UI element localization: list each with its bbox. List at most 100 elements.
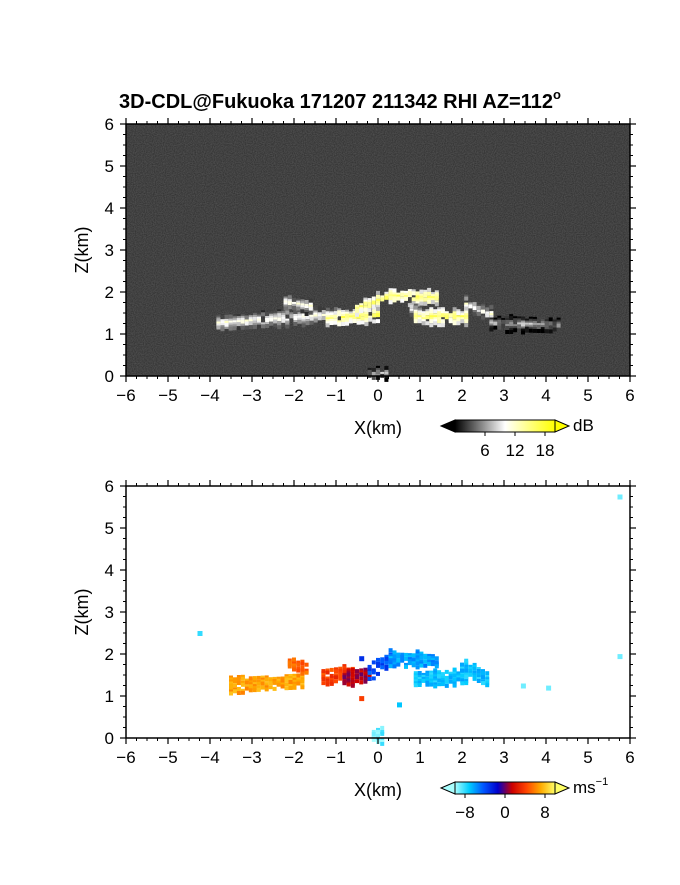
echo-pixel	[277, 317, 282, 322]
echo-pixel	[371, 737, 376, 742]
echo-pixel	[430, 300, 435, 305]
echo-pixel	[448, 679, 453, 684]
echo-pixel	[367, 304, 372, 309]
echo-pixel	[359, 309, 364, 314]
echo-pixel	[325, 670, 330, 675]
echo-pixel	[304, 670, 309, 675]
echo-pixel	[481, 681, 485, 686]
x-axis-label: X(km)	[354, 780, 402, 800]
echo-pixel	[325, 323, 330, 328]
echo-pixel	[281, 322, 286, 327]
echo-pixel	[261, 312, 265, 317]
echo-pixel	[287, 664, 292, 669]
echo-pixel	[224, 322, 229, 327]
echo-pixel	[236, 326, 241, 331]
y-tick-label: 1	[105, 325, 114, 344]
x-tick-label: 4	[541, 748, 550, 767]
echo-pixel	[548, 329, 553, 334]
echo-pixel	[252, 688, 257, 693]
y-tick-label: 6	[105, 115, 114, 134]
echo-pixel	[460, 681, 465, 686]
x-tick-label: 5	[583, 748, 592, 767]
x-tick-label: −1	[326, 748, 345, 767]
echo-pixel	[472, 666, 477, 671]
echo-pixel	[448, 313, 453, 318]
echo-pixel	[528, 328, 533, 333]
echo-pixel	[497, 319, 502, 324]
echo-pixel	[292, 685, 297, 690]
echo-pixel	[367, 670, 372, 675]
echo-pixel	[300, 661, 305, 666]
echo-pixel	[352, 319, 357, 323]
echo-pixel	[333, 320, 338, 325]
echo-pixel	[536, 329, 541, 333]
echo-pixel	[517, 324, 522, 329]
echo-pixel	[345, 321, 349, 326]
echo-pixel	[548, 317, 553, 322]
echo-pixel	[252, 324, 257, 329]
echo-pixel	[444, 683, 449, 688]
echo-pixel	[421, 678, 426, 683]
echo-pixel	[321, 677, 326, 682]
echo-pixel	[300, 679, 305, 684]
echo-pixel	[427, 299, 432, 304]
echo-pixel	[360, 320, 365, 325]
echo-pixel	[437, 319, 442, 324]
echo-pixel	[285, 310, 290, 315]
echo-pixel	[257, 324, 261, 329]
echo-pixel	[505, 320, 510, 324]
echo-pixel	[464, 296, 469, 301]
echo-pixel	[260, 685, 265, 690]
x-tick-label: 0	[373, 386, 382, 405]
echo-pixel	[404, 296, 408, 301]
echo-pixel	[505, 330, 510, 334]
echo-pixel	[481, 305, 485, 310]
echo-pixel	[440, 323, 445, 328]
echo-pixel	[346, 682, 351, 687]
echo-pixel	[260, 681, 265, 686]
echo-pixel	[269, 317, 274, 322]
echo-pixel	[552, 327, 557, 332]
echo-pixel	[313, 322, 318, 327]
echo-pixel	[434, 296, 439, 301]
echo-pixel	[367, 369, 372, 374]
echo-pixel	[337, 322, 342, 327]
x-axis-label: X(km)	[354, 418, 402, 438]
echo-pixel	[325, 307, 330, 312]
echo-pixel	[489, 305, 494, 310]
echo-pixel	[363, 301, 368, 306]
echo-pixel	[240, 690, 245, 695]
echo-pixel	[341, 322, 346, 326]
echo-pixel	[425, 672, 430, 677]
echo-point	[520, 683, 526, 689]
echo-pixel	[429, 682, 434, 687]
echo-pixel	[464, 323, 469, 328]
echo-pixel	[464, 681, 469, 686]
echo-pixel	[423, 663, 428, 668]
colorbar-tick-label: 6	[480, 441, 489, 460]
echo-pixel	[437, 678, 442, 683]
noise-texture	[126, 124, 630, 376]
echo-pixel	[485, 683, 490, 688]
colorbar-low-arrow	[439, 419, 456, 433]
echo-pixel	[304, 300, 309, 304]
echo-pixel	[228, 314, 233, 319]
echo-pixel	[355, 675, 359, 680]
echo-pixel	[360, 312, 365, 317]
echo-pixel	[220, 327, 225, 332]
echo-pixel	[376, 671, 380, 676]
x-tick-label: 4	[541, 386, 550, 405]
echo-pixel	[268, 681, 273, 686]
echo-pixel	[367, 676, 372, 681]
x-tick-label: −4	[200, 386, 219, 405]
x-tick-label: −2	[284, 386, 303, 405]
echo-pixel	[434, 656, 439, 661]
echo-pixel	[404, 652, 408, 657]
echo-pixel	[288, 680, 293, 684]
echo-pixel	[429, 323, 434, 328]
echo-pixel	[472, 676, 477, 681]
echo-field	[197, 494, 623, 746]
echo-pixel	[493, 325, 498, 330]
echo-pixel	[452, 321, 457, 326]
echo-pixel	[244, 321, 249, 326]
